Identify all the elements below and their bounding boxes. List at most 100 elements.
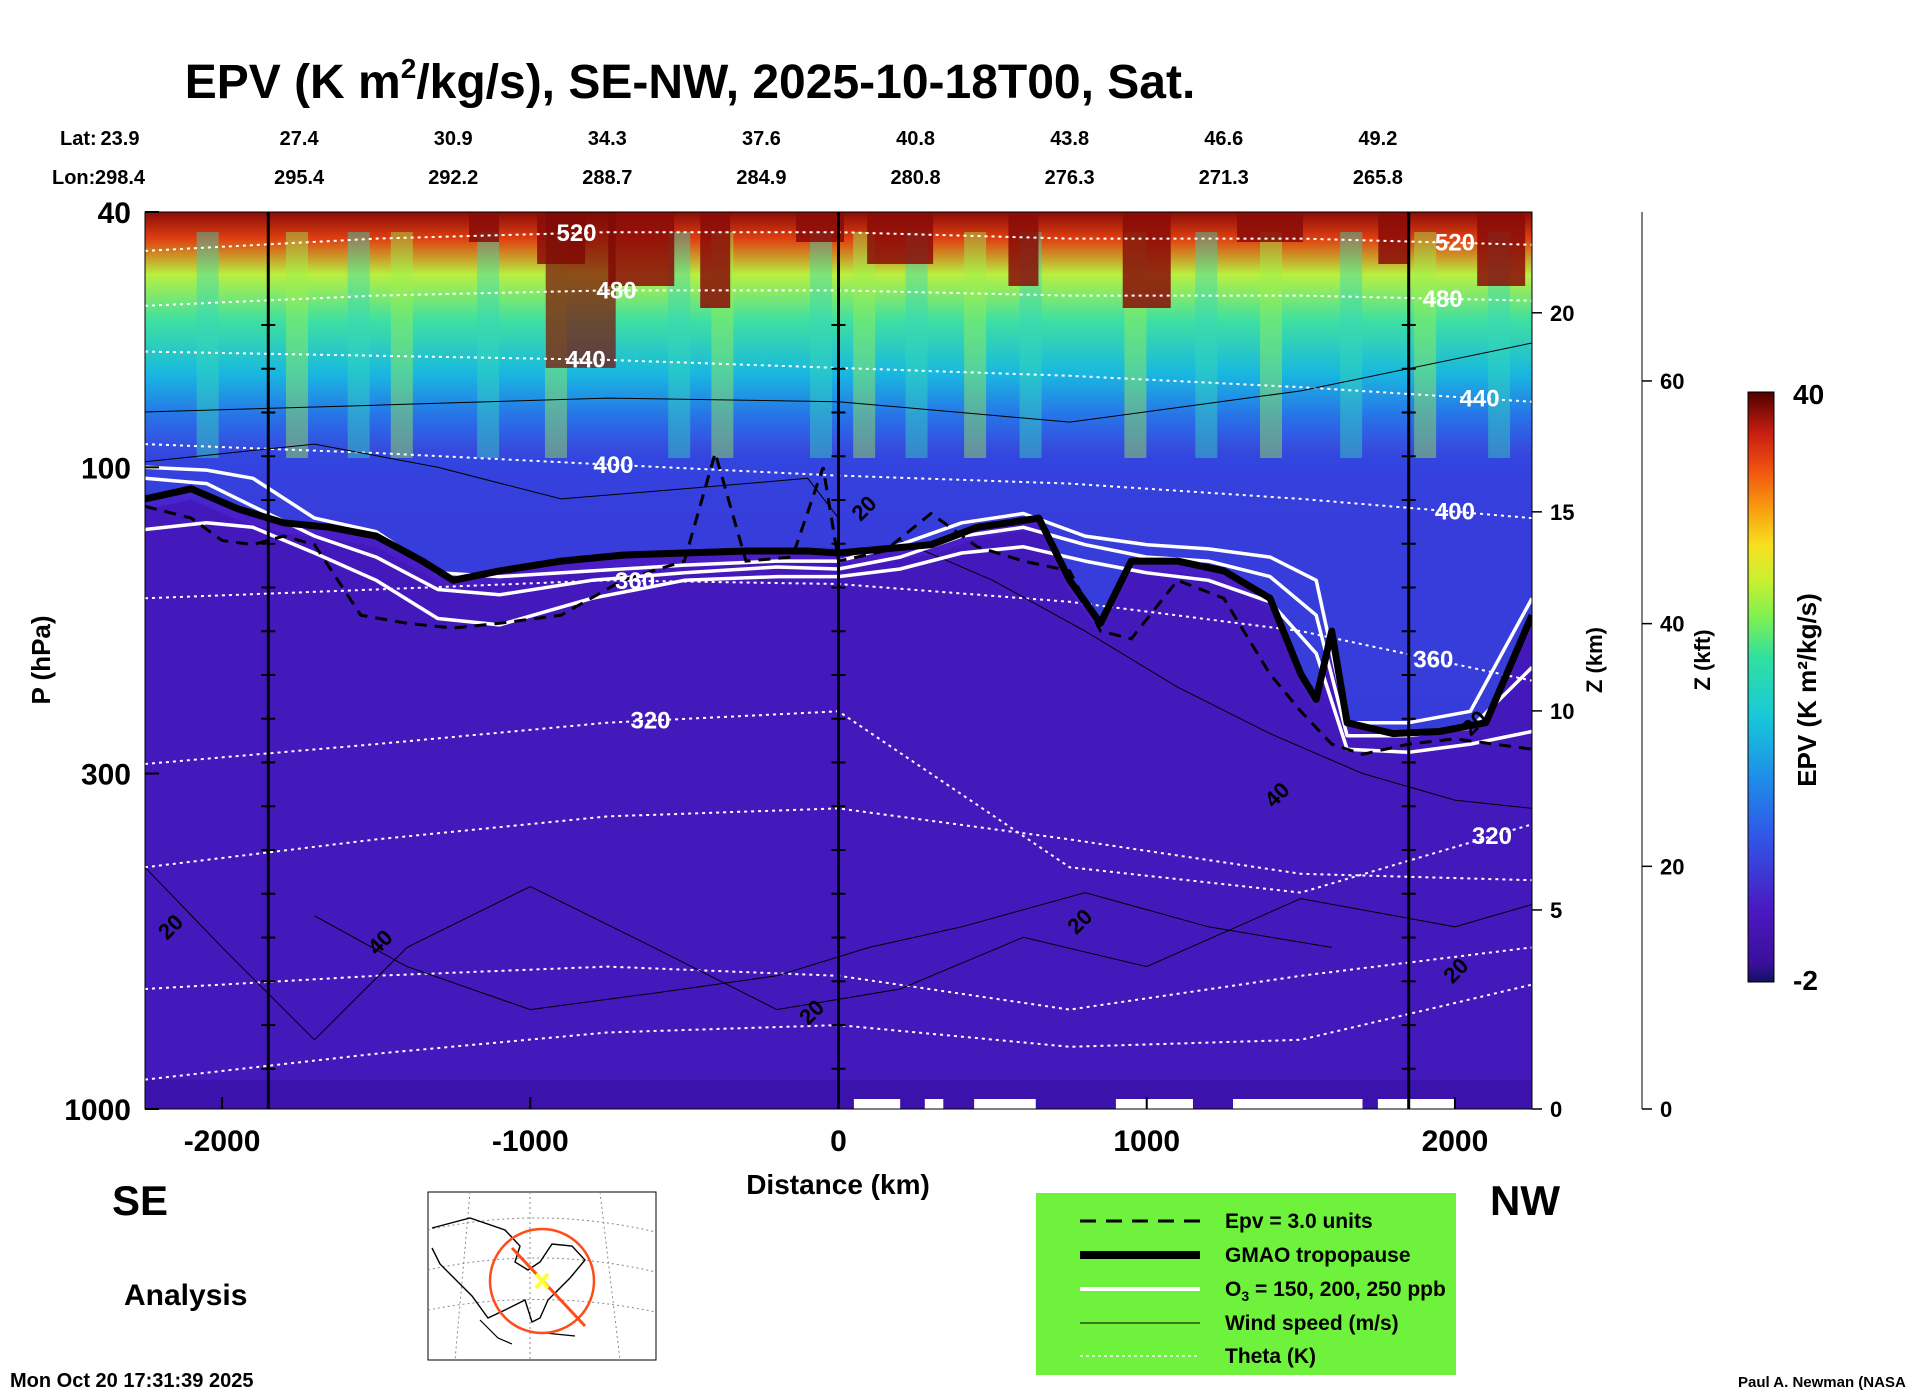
lat-tick-label: 43.8: [1050, 128, 1089, 150]
legend-ozone-label: O3 = 150, 200, 250 ppb: [1225, 1278, 1446, 1304]
epv-streak: [1195, 232, 1218, 458]
lon-tick-label: 292.2: [428, 167, 478, 189]
theta-label: 400: [593, 452, 633, 479]
colorbar-min-label: -2: [1793, 965, 1818, 996]
epv-streak: [1488, 232, 1511, 458]
locator-map: [427, 1191, 657, 1361]
legend-wind-label: Wind speed (m/s): [1225, 1312, 1399, 1335]
x-tick-label: 1000: [1113, 1125, 1180, 1158]
epv-streak: [390, 232, 413, 458]
legend-theta-label: Theta (K): [1225, 1345, 1316, 1368]
se-direction-label: SE: [112, 1177, 168, 1224]
wind-speed-contour: [145, 866, 1532, 1041]
lon-tick-label: 265.8: [1353, 167, 1403, 189]
x-tick-label: 0: [830, 1125, 847, 1158]
high-epv-tongue: [545, 212, 616, 368]
z-km-tick-label: 5: [1550, 898, 1562, 923]
line-legend: Epv = 3.0 units GMAO tropopause O3 = 150…: [1036, 1193, 1456, 1375]
analysis-label: Analysis: [124, 1279, 247, 1312]
theta-label: 320: [630, 708, 670, 735]
ozone-contour-250: [145, 521, 1532, 755]
vertical-markers: [261, 212, 1416, 1109]
theta-label: 480: [1423, 286, 1463, 313]
theta-label: 320: [1472, 823, 1512, 850]
wind-speed-contour: [899, 540, 1532, 809]
x-axis: -2000 -1000 0 1000 2000: [184, 1097, 1489, 1158]
y-tick-label: 40: [98, 197, 131, 230]
epv-streak: [668, 232, 691, 458]
surface-mask: [1115, 1099, 1193, 1109]
surface-mask: [1233, 1099, 1363, 1109]
chart-title: EPV (K m2/kg/s), SE-NW, 2025-10-18T00, S…: [185, 53, 1196, 109]
epv-streak: [477, 232, 500, 458]
z-km-tick-label: 0: [1550, 1097, 1562, 1122]
lat-tick-label: 46.6: [1204, 128, 1243, 150]
epv-streak: [964, 232, 987, 458]
high-epv-tongue: [608, 212, 675, 286]
surface-mask: [974, 1099, 1036, 1109]
lat-tick-label: 40.8: [896, 128, 935, 150]
epv-streak: [905, 232, 928, 458]
theta-contour: [145, 807, 1532, 882]
tropopause-line: [145, 485, 1532, 738]
high-epv-tongue: [1122, 212, 1171, 308]
theta-label: 360: [615, 568, 655, 595]
z-km-tick-label: 20: [1550, 301, 1574, 326]
upper-troposphere-band: [145, 453, 1532, 734]
high-epv-tongue: [796, 212, 845, 242]
timestamp: Mon Oct 20 17:31:39 2025: [10, 1370, 253, 1392]
z-kft-tick-label: 40: [1660, 612, 1684, 637]
y-axis-label: P (hPa): [26, 615, 56, 704]
high-epv-tongue: [1378, 212, 1409, 264]
x-tick-label: -1000: [492, 1125, 569, 1158]
colorbar: [1747, 391, 1775, 983]
x-tick-label: 2000: [1422, 1125, 1489, 1158]
high-epv-tongue: [469, 212, 500, 242]
z-km-axis: 0 5 10 15 20: [1532, 301, 1574, 1122]
surface-mask: [1377, 1099, 1455, 1109]
legend-epv-label: Epv = 3.0 units: [1225, 1210, 1373, 1233]
y-tick-label: 300: [81, 758, 131, 791]
lon-tick-label: 288.7: [582, 167, 632, 189]
high-epv-tongue: [867, 212, 934, 264]
theta-label: 520: [1435, 230, 1475, 257]
y-tick-label: 1000: [64, 1094, 131, 1127]
epv-streak: [1414, 232, 1437, 458]
lon-tick-label: 280.8: [891, 167, 941, 189]
high-epv-tongue: [700, 212, 731, 308]
theta-label: 440: [566, 346, 606, 373]
y-tick-label: 100: [81, 452, 131, 485]
y-axis: 40 100 300 1000: [64, 197, 159, 1127]
epv-3-contour: [145, 447, 1532, 756]
legend-box: [1036, 1193, 1456, 1375]
lat-row-label: Lat:: [60, 128, 97, 150]
x-axis-label: Distance (km): [746, 1169, 930, 1200]
map-center-marker: [534, 1272, 550, 1290]
lat-tick-label: 49.2: [1358, 128, 1397, 150]
lon-tick-label: 284.9: [736, 167, 786, 189]
z-kft-tick-label: 60: [1660, 369, 1684, 394]
lat-tick-label: 27.4: [280, 128, 320, 150]
z-kft-label: Z (kft): [1690, 629, 1715, 690]
high-epv-tongue: [1008, 212, 1039, 286]
wind-speed-contour: [314, 892, 1332, 1011]
z-kft-tick-label: 0: [1660, 1097, 1672, 1122]
epv-streak: [1260, 232, 1283, 458]
z-km-tick-label: 10: [1550, 699, 1574, 724]
epv-streak: [196, 232, 219, 458]
nw-direction-label: NW: [1490, 1177, 1560, 1224]
lon-row-label: Lon:: [52, 167, 95, 189]
lon-tick-label: 298.4: [95, 167, 146, 189]
theta-label: 440: [1460, 385, 1500, 412]
lon-tick-label: 276.3: [1045, 167, 1095, 189]
lat-lon-axis: 23.9 298.4 27.4 295.4 30.9 292.2 34.3 288.7 37.6…: [95, 128, 1403, 189]
lon-tick-label: 271.3: [1199, 167, 1249, 189]
author-credit: Paul A. Newman (NASA: [1738, 1374, 1906, 1391]
x-tick-label: -2000: [184, 1125, 261, 1158]
legend-tropopause-label: GMAO tropopause: [1225, 1244, 1411, 1267]
wind-speed-contour: [145, 443, 839, 519]
epv-streak: [286, 232, 309, 458]
epv-streak: [810, 232, 833, 458]
